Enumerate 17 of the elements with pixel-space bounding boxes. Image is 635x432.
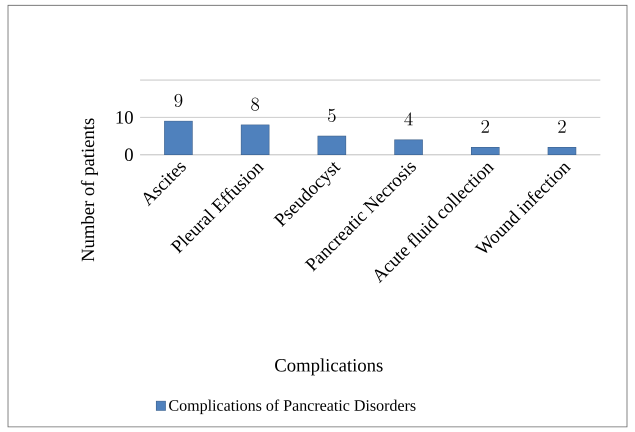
- bar: [318, 136, 346, 155]
- y-tick-label: 0: [124, 148, 133, 161]
- data-label: 8: [251, 97, 260, 111]
- data-label: 2: [558, 120, 566, 133]
- x-axis-title: Complications: [275, 358, 383, 376]
- legend-label: Complications of Pancreatic Disorders: [169, 399, 416, 414]
- bar: [470, 146, 500, 155]
- data-label: 9: [174, 94, 182, 107]
- bar: [240, 124, 270, 155]
- y-axis-title: Number of patients: [80, 118, 98, 262]
- bar: [394, 139, 423, 155]
- y-tick-label: 10: [116, 110, 133, 124]
- data-label: 4: [404, 112, 413, 126]
- bar: [548, 146, 576, 155]
- data-label: 2: [481, 120, 490, 133]
- bar: [164, 120, 193, 155]
- data-label: 5: [328, 108, 336, 122]
